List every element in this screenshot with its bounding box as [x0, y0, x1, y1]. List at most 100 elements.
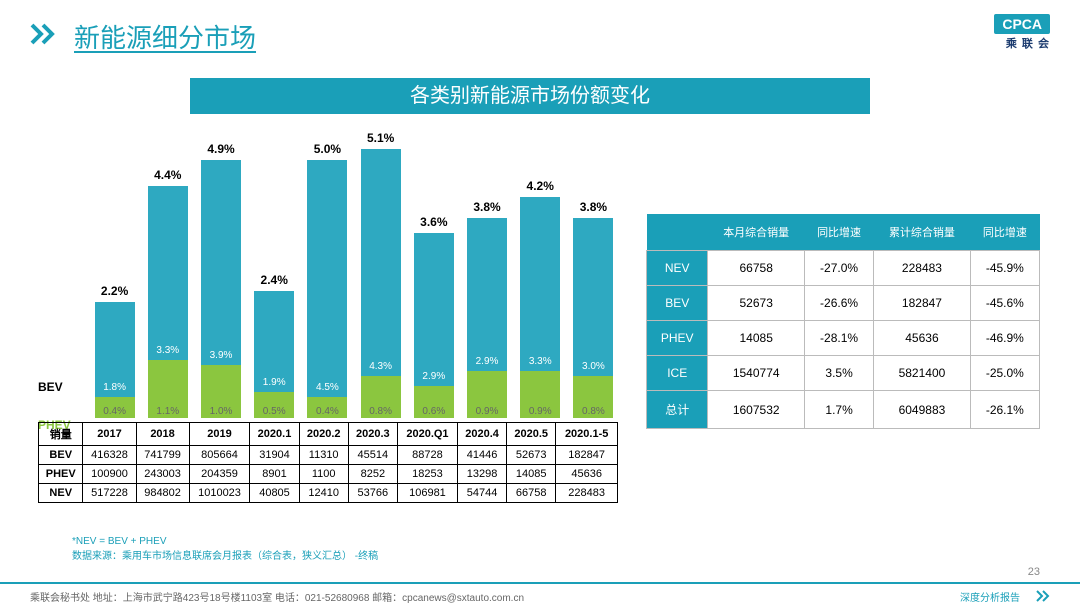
chevron-icon [1036, 590, 1050, 602]
bar-total-label: 4.9% [207, 142, 234, 156]
bar-column: 3.8% 0.9% 2.9% [462, 200, 511, 418]
bar-seg-label: 0.9% [476, 406, 499, 417]
table-cell: 182847 [556, 446, 618, 465]
table-header: 同比增速 [970, 214, 1039, 251]
table-cell: 243003 [136, 465, 189, 484]
bar-total-label: 3.8% [473, 200, 500, 214]
table-cell: 12410 [299, 484, 348, 503]
table-cell: 741799 [136, 446, 189, 465]
table-header: 2020.3 [348, 423, 397, 446]
footnotes: *NEV = BEV + PHEV 数据来源：乘用车市场信息联席会月报表（综合表… [72, 534, 378, 564]
brand-text: CPCA [994, 14, 1050, 34]
table-cell: 100900 [83, 465, 136, 484]
bar-column: 2.2%0.4%1.8% [90, 284, 139, 418]
bar-column: 4.9% 1.0% 3.9% [196, 142, 245, 418]
brand-sub: 乘 联 会 [1006, 35, 1050, 51]
table-header: 2020.5 [507, 423, 556, 446]
bar-seg-label: 0.6% [422, 406, 445, 417]
table-cell: 53766 [348, 484, 397, 503]
bar-stack: 1.0% 3.9% [201, 160, 241, 418]
table-cell: PHEV [39, 465, 83, 484]
bar-seg-label: 2.9% [476, 356, 499, 367]
table-cell: 228483 [556, 484, 618, 503]
bar-seg-label: 4.3% [369, 361, 392, 372]
chevron-icon [30, 23, 66, 50]
bar-seg-label: 0.9% [529, 406, 552, 417]
table-row: ICE15407743.5%5821400-25.0% [647, 356, 1040, 391]
bar-total-label: 3.6% [420, 215, 447, 229]
table-cell: 8901 [250, 465, 299, 484]
table-cell: 11310 [299, 446, 348, 465]
bar-seg-bev: 2.9% [414, 233, 454, 386]
bar-seg-phev: 0.8% [361, 376, 401, 418]
table-header: 本月综合销量 [708, 214, 804, 251]
page-number: 23 [1028, 566, 1040, 578]
bar-seg-bev: 1.9% [254, 291, 294, 391]
bar-seg-label: 3.3% [529, 356, 552, 367]
bar-column: 3.6% 0.6% 2.9% [409, 215, 458, 418]
table-cell: 41446 [457, 446, 506, 465]
bar-seg-label: 0.8% [369, 406, 392, 417]
table-cell: 228483 [874, 251, 970, 286]
table-cell: -25.0% [970, 356, 1039, 391]
table-cell: 182847 [874, 286, 970, 321]
footer-report-label: 深度分析报告 [960, 589, 1020, 604]
header: 新能源细分市场 [30, 18, 256, 55]
table-row: BEV52673-26.6%182847-45.6% [647, 286, 1040, 321]
bar-column: 4.2% 0.9% 3.3% [516, 179, 565, 418]
bar-seg-bev: 3.0% [573, 218, 613, 376]
table-row: PHEV14085-28.1%45636-46.9% [647, 321, 1040, 356]
stacked-bar-chart: BEV PHEV 2.2%0.4%1.8%4.4%1.1%3.3%4.9%1.0… [38, 128, 618, 438]
page-title: 新能源细分市场 [74, 18, 256, 55]
table-cell: 106981 [397, 484, 457, 503]
bar-seg-bev: 3.3% [520, 197, 560, 371]
table-cell: 45636 [556, 465, 618, 484]
bar-stack: 0.9% 2.9% [467, 218, 507, 418]
bar-column: 5.1%0.8%4.3% [356, 131, 405, 418]
table-header: 2020.1 [250, 423, 299, 446]
table-cell: 517228 [83, 484, 136, 503]
table-header: 同比增速 [804, 214, 873, 251]
bar-seg-phev: 1.0% [201, 365, 241, 418]
table-cell: 66758 [708, 251, 804, 286]
table-row: BEV4163287417998056643190411310455148872… [39, 446, 618, 465]
bar-seg-label: 3.0% [582, 361, 605, 372]
table-cell: 1.7% [804, 391, 873, 429]
bar-total-label: 4.2% [527, 179, 554, 193]
table-header: 累计综合销量 [874, 214, 970, 251]
table-header [647, 214, 708, 251]
bar-stack: 0.6% 2.9% [414, 233, 454, 418]
table-row: NEV5172289848021010023408051241053766106… [39, 484, 618, 503]
table-row: 总计16075321.7%6049883-26.1% [647, 391, 1040, 429]
brand-logo: CPCA 乘 联 会 [994, 14, 1050, 51]
bar-column: 5.0%0.4%4.5% [303, 142, 352, 418]
table-cell: 1540774 [708, 356, 804, 391]
bar-seg-phev: 1.1% [148, 360, 188, 418]
bar-stack: 0.8% 3.0% [573, 218, 613, 418]
table-cell: -45.9% [970, 251, 1039, 286]
table-header: 2020.Q1 [397, 423, 457, 446]
table-cell: 13298 [457, 465, 506, 484]
table-cell: 14085 [708, 321, 804, 356]
table-cell: 52673 [708, 286, 804, 321]
table-cell: 5821400 [874, 356, 970, 391]
bar-seg-label: 1.0% [210, 406, 233, 417]
table-row: PHEV100900243003204359890111008252182531… [39, 465, 618, 484]
table-header: 2020.2 [299, 423, 348, 446]
table-cell: 54744 [457, 484, 506, 503]
table-cell: 805664 [189, 446, 250, 465]
table-cell: 1100 [299, 465, 348, 484]
table-cell: BEV [647, 286, 708, 321]
table-cell: NEV [647, 251, 708, 286]
table-cell: 8252 [348, 465, 397, 484]
bar-seg-bev: 2.9% [467, 218, 507, 371]
bar-seg-label: 3.9% [210, 350, 233, 361]
bar-seg-phev: 0.6% [414, 386, 454, 418]
footnote-2: 数据来源：乘用车市场信息联席会月报表（综合表，狭义汇总） -终稿 [72, 549, 378, 564]
table-cell: -28.1% [804, 321, 873, 356]
bar-seg-label: 0.4% [103, 406, 126, 417]
bar-total-label: 4.4% [154, 168, 181, 182]
bar-seg-label: 0.8% [582, 406, 605, 417]
bar-seg-phev: 0.9% [467, 371, 507, 418]
table-cell: 1010023 [189, 484, 250, 503]
